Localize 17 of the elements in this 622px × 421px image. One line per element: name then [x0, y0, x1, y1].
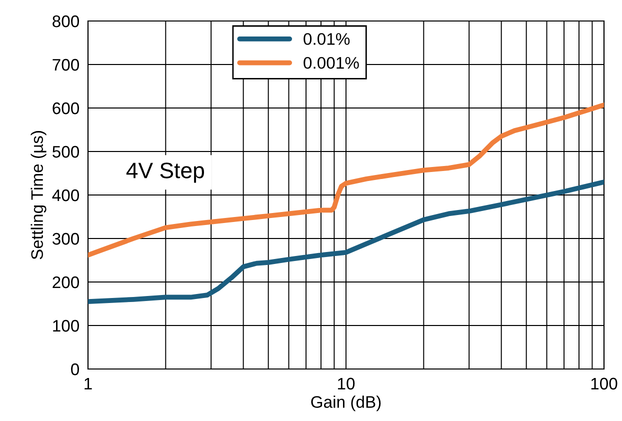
legend-label: 0.01% — [304, 33, 350, 45]
x-tick-label: 10 — [338, 378, 355, 390]
x-tick-label: 1 — [84, 378, 92, 390]
y-tick-label: 400 — [52, 189, 80, 202]
y-tick-label: 500 — [52, 146, 80, 158]
x-tick-label: 100 — [591, 378, 618, 390]
y-tick-label: 200 — [52, 276, 80, 288]
y-tick-label: 0 — [71, 363, 80, 376]
y-tick-label: 700 — [52, 58, 80, 71]
legend-label: 0.001% — [304, 56, 359, 69]
y-axis-title: Settling Time (µs) — [30, 131, 46, 260]
y-tick-label: 300 — [52, 232, 80, 245]
x-axis-title: Gain (dB) — [311, 396, 381, 412]
y-tick-label: 600 — [52, 102, 80, 114]
y-tick-label: 800 — [52, 15, 80, 28]
annotation: 4V Step — [126, 162, 204, 183]
y-tick-label: 100 — [53, 320, 80, 332]
